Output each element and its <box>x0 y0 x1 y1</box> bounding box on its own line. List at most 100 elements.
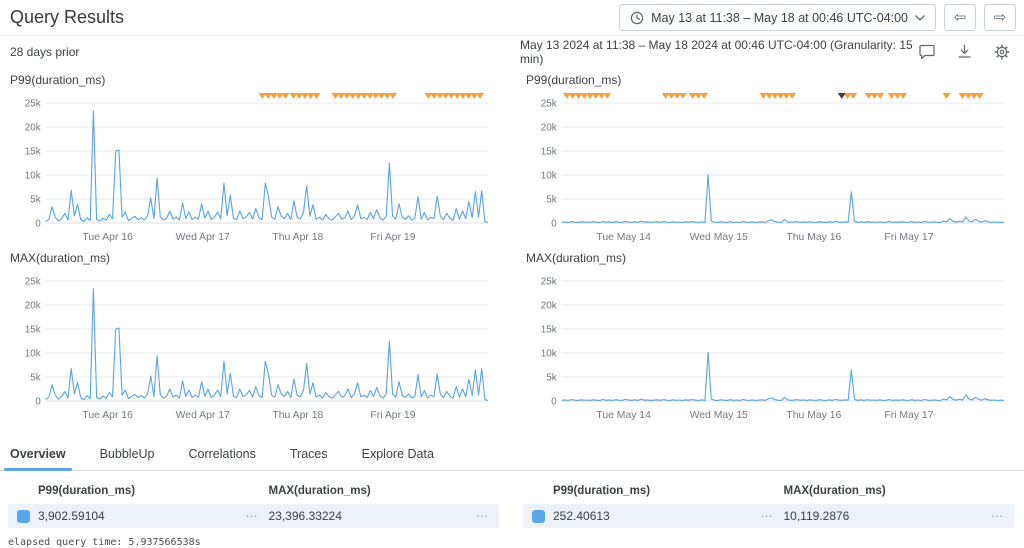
current-range-label: May 13 2024 at 11:38 – May 18 2024 at 00… <box>520 37 913 66</box>
svg-text:5k: 5k <box>30 194 40 205</box>
download-icon[interactable] <box>957 44 972 59</box>
elapsed-query-time: elapsed query time: 5.937566538s <box>8 537 201 548</box>
chart-p99-prior: P99(duration_ms) 0 5k 10k 15k 20k 25k Tue Apr … <box>10 71 496 245</box>
page-title: Query Results <box>10 7 125 27</box>
table-row[interactable]: 3,902.59104 ⋯ 23,396.33224 ⋯ <box>8 504 499 528</box>
chart-title: MAX(duration_ms) <box>10 251 111 265</box>
max-value: 23,396.33224 <box>268 509 342 523</box>
summary-table-current: P99(duration_ms) MAX(duration_ms) 252.40… <box>523 485 1014 528</box>
svg-text:Tue May 14: Tue May 14 <box>596 232 651 243</box>
svg-text:15k: 15k <box>25 146 41 157</box>
time-range-label: May 13 at 11:38 – May 18 at 00:46 UTC-04… <box>651 10 908 25</box>
svg-text:25k: 25k <box>25 98 41 109</box>
svg-text:20k: 20k <box>25 300 41 311</box>
sub-header: 28 days prior May 13 2024 at 11:38 – May… <box>0 36 1024 67</box>
tab-traces[interactable]: Traces <box>289 447 328 461</box>
svg-text:0: 0 <box>35 396 41 407</box>
svg-text:0: 0 <box>551 218 557 229</box>
svg-text:10k: 10k <box>541 170 557 181</box>
svg-text:10k: 10k <box>25 170 41 181</box>
table-header-row: P99(duration_ms) MAX(duration_ms) <box>8 485 499 504</box>
results-tabs: Overview BubbleUp Correlations Traces Ex… <box>0 439 1024 471</box>
series-swatch <box>532 509 545 523</box>
chart-max-prior: MAX(duration_ms) 0 5k 10k 15k 20k 25k Tue Apr … <box>10 249 496 423</box>
max-value: 10,119.2876 <box>783 509 850 523</box>
summary-tables: P99(duration_ms) MAX(duration_ms) 3,902.… <box>0 471 1024 528</box>
svg-text:Thu May 16: Thu May 16 <box>786 410 841 421</box>
svg-text:Wed Apr 17: Wed Apr 17 <box>176 232 230 243</box>
column-header-p99: P99(duration_ms) <box>38 485 136 497</box>
svg-text:5k: 5k <box>30 372 40 383</box>
svg-text:10k: 10k <box>25 348 41 359</box>
svg-text:20k: 20k <box>541 122 557 133</box>
svg-text:5k: 5k <box>546 194 556 205</box>
query-actions <box>919 43 1014 60</box>
chart-title: P99(duration_ms) <box>526 73 622 87</box>
svg-text:Thu Apr 18: Thu Apr 18 <box>272 232 323 243</box>
svg-text:Fri Apr 19: Fri Apr 19 <box>370 232 415 243</box>
svg-text:20k: 20k <box>541 300 557 311</box>
clock-icon <box>630 11 644 24</box>
topbar-controls: May 13 at 11:38 – May 18 at 00:46 UTC-04… <box>619 4 1016 31</box>
svg-text:Tue Apr 16: Tue Apr 16 <box>82 410 133 421</box>
comparison-range-label: 28 days prior <box>10 44 80 59</box>
tab-correlations[interactable]: Correlations <box>188 447 256 461</box>
svg-text:Tue May 14: Tue May 14 <box>596 410 651 421</box>
tab-bubbleup[interactable]: BubbleUp <box>99 447 155 461</box>
line-chart-p99-current[interactable]: 0 5k 10k 15k 20k 25k Tue May 14 Wed May 15 Thu M… <box>526 87 1012 245</box>
chevron-down-icon <box>915 14 925 21</box>
current-range-section: May 13 2024 at 11:38 – May 18 2024 at 00… <box>512 38 1014 66</box>
summary-table-prior: P99(duration_ms) MAX(duration_ms) 3,902.… <box>8 485 499 528</box>
svg-text:Thu May 16: Thu May 16 <box>786 232 841 243</box>
line-chart-max-prior[interactable]: 0 5k 10k 15k 20k 25k Tue Apr 16 Wed Apr 17 Thu A… <box>10 265 496 423</box>
svg-text:Fri Apr 19: Fri Apr 19 <box>370 410 415 421</box>
svg-text:25k: 25k <box>541 276 557 287</box>
column-header-max: MAX(duration_ms) <box>268 485 371 497</box>
svg-text:25k: 25k <box>541 98 557 109</box>
svg-text:Wed Apr 17: Wed Apr 17 <box>176 410 230 421</box>
row-menu-icon[interactable]: ⋯ <box>476 509 489 523</box>
svg-text:Thu Apr 18: Thu Apr 18 <box>272 410 323 421</box>
arrow-left-icon: ⇦ <box>953 9 967 26</box>
table-row[interactable]: 252.40613 ⋯ 10,119.2876 ⋯ <box>523 504 1014 528</box>
charts-grid: P99(duration_ms) 0 5k 10k 15k 20k 25k Tue Apr … <box>0 67 1024 423</box>
svg-text:15k: 15k <box>25 324 41 335</box>
svg-text:Fri May 17: Fri May 17 <box>884 410 933 421</box>
comment-icon[interactable] <box>919 44 935 59</box>
svg-text:15k: 15k <box>541 324 557 335</box>
table-header-row: P99(duration_ms) MAX(duration_ms) <box>523 485 1014 504</box>
arrow-right-icon: ⇨ <box>993 9 1007 26</box>
p99-value: 3,902.59104 <box>38 509 105 523</box>
svg-text:25k: 25k <box>25 276 41 287</box>
line-chart-max-current[interactable]: 0 5k 10k 15k 20k 25k Tue May 14 Wed May 15 Thu M… <box>526 265 1012 423</box>
series-swatch <box>17 509 30 523</box>
column-header-max: MAX(duration_ms) <box>783 485 886 497</box>
p99-value: 252.40613 <box>553 509 610 523</box>
time-range-button[interactable]: May 13 at 11:38 – May 18 at 00:46 UTC-04… <box>619 4 936 31</box>
row-menu-icon[interactable]: ⋯ <box>760 509 774 523</box>
chart-max-current: MAX(duration_ms) 0 5k 10k 15k 20k 25k Tue May … <box>526 249 1012 423</box>
svg-text:0: 0 <box>551 396 557 407</box>
svg-text:Tue Apr 16: Tue Apr 16 <box>82 232 133 243</box>
top-bar: Query Results May 13 at 11:38 – May 18 a… <box>0 0 1024 36</box>
row-menu-icon[interactable]: ⋯ <box>245 509 259 523</box>
svg-text:Wed May 15: Wed May 15 <box>690 232 748 243</box>
shift-time-later-button[interactable]: ⇨ <box>984 4 1016 31</box>
tab-overview[interactable]: Overview <box>4 439 72 471</box>
settings-gear-icon[interactable] <box>994 43 1010 60</box>
svg-text:15k: 15k <box>541 146 557 157</box>
line-chart-p99-prior[interactable]: 0 5k 10k 15k 20k 25k Tue Apr 16 Wed Apr 17 Thu A… <box>10 87 496 245</box>
svg-text:Fri May 17: Fri May 17 <box>884 232 933 243</box>
svg-text:Wed May 15: Wed May 15 <box>690 410 748 421</box>
shift-time-earlier-button[interactable]: ⇦ <box>944 4 976 31</box>
tab-explore-data[interactable]: Explore Data <box>361 447 434 461</box>
chart-title: P99(duration_ms) <box>10 73 106 87</box>
svg-text:5k: 5k <box>546 372 556 383</box>
chart-p99-current: P99(duration_ms) 0 5k 10k 15k 20k 25k Tue May … <box>526 71 1012 245</box>
svg-text:0: 0 <box>35 218 41 229</box>
column-header-p99: P99(duration_ms) <box>553 485 651 497</box>
chart-title: MAX(duration_ms) <box>526 251 627 265</box>
svg-text:10k: 10k <box>541 348 557 359</box>
row-menu-icon[interactable]: ⋯ <box>991 509 1004 523</box>
